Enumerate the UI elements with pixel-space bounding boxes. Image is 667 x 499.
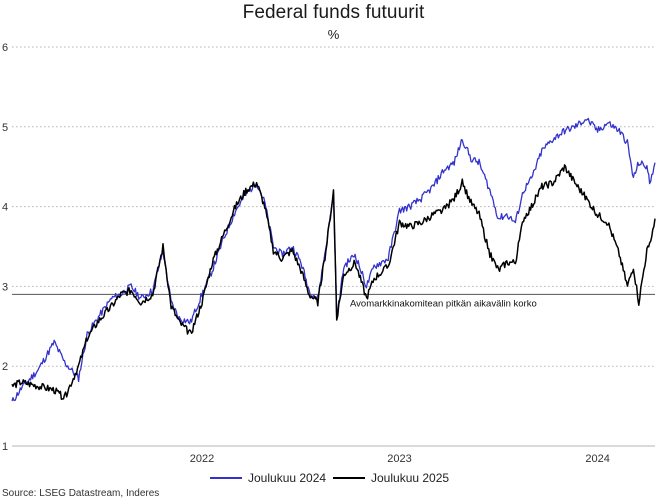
reference-line-label: Avomarkkinakomitean pitkän aikavälin kor… (350, 298, 537, 309)
series-line-2 (11, 164, 656, 401)
y-tick-label-6: 6 (2, 42, 8, 54)
y-tick-label-5: 5 (2, 122, 8, 134)
y-tick-label-4: 4 (2, 202, 8, 214)
x-tick-label-2024: 2024 (585, 453, 609, 465)
legend-label-series-1: Joulukuu 2024 (248, 471, 327, 485)
legend: Joulukuu 2024 Joulukuu 2025 (0, 471, 667, 487)
chart-subtitle: % (327, 27, 340, 42)
x-tick-label-2023: 2023 (387, 453, 411, 465)
legend-item-series-1: Joulukuu 2024 (210, 471, 326, 485)
chart-title: Federal funds futuurit (242, 2, 425, 23)
legend-item-series-2: Joulukuu 2025 (333, 471, 449, 485)
source-note: Source: LSEG Datastream, Inderes (2, 488, 160, 499)
y-tick-label-3: 3 (2, 281, 8, 293)
y-tick-label-1: 1 (2, 441, 8, 453)
legend-swatch-series-1 (210, 477, 242, 479)
series-line-1 (11, 117, 656, 402)
legend-label-series-2: Joulukuu 2025 (371, 471, 450, 485)
y-tick-label-2: 2 (2, 361, 8, 373)
legend-swatch-series-2 (333, 477, 365, 479)
x-tick-label-2022: 2022 (190, 453, 214, 465)
